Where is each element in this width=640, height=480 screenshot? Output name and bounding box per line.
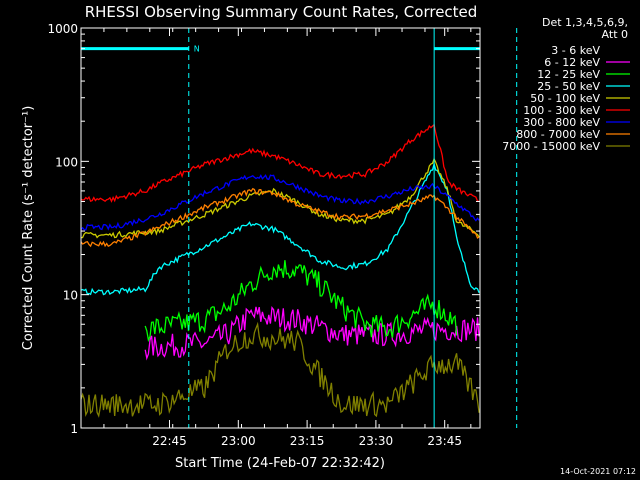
chart-title: RHESSI Observing Summary Count Rates, Co… [85, 3, 478, 21]
y-tick-label: 10 [63, 289, 78, 303]
legend-label: 800 - 7000 keV [516, 128, 600, 141]
series-7-line [81, 187, 480, 248]
series-0-line [112, 332, 480, 428]
y-tick-label: 1000 [47, 22, 78, 36]
series-5-line [81, 123, 480, 203]
legend-label: 12 - 25 keV [537, 68, 600, 81]
timestamp: 14-Oct-2021 07:12 [560, 467, 636, 476]
legend-header-line: Det 1,3,4,5,6,9, [542, 16, 628, 29]
legend-label: 25 - 50 keV [537, 80, 600, 93]
legend-label: 300 - 800 keV [523, 116, 600, 129]
x-tick-label: 23:00 [221, 434, 256, 448]
x-tick-label: 23:30 [359, 434, 394, 448]
y-axis: 1 10 100 1000 [47, 22, 480, 436]
flag-label: N [194, 45, 200, 54]
legend-label: 3 - 6 keV [551, 44, 600, 57]
series-1-line [144, 306, 480, 361]
series-2-line [144, 260, 458, 343]
state-bars: N [81, 45, 480, 54]
x-tick-label: 23:45 [427, 434, 462, 448]
x-tick-label: 22:45 [152, 434, 187, 448]
series-8-line [81, 321, 480, 418]
marker-lines [188, 28, 518, 428]
legend-label: 50 - 100 keV [530, 92, 600, 105]
series-6-line [81, 174, 480, 231]
x-axis-label: Start Time (24-Feb-07 22:32:42) [175, 456, 385, 471]
series-layer [81, 123, 480, 428]
y-tick-label: 100 [55, 155, 78, 169]
x-tick-label: 23:15 [290, 434, 325, 448]
y-tick-label: 1 [70, 422, 78, 436]
legend-label: 6 - 12 keV [544, 56, 600, 69]
legend-header-line: Att 0 [602, 28, 628, 41]
plot-frame [80, 27, 481, 429]
y-axis-label: Corrected Count Rate (s⁻¹ detector⁻¹) [21, 106, 36, 351]
legend-label: 100 - 300 keV [523, 104, 600, 117]
x-axis: 22:45 23:00 23:15 23:30 23:45 [103, 28, 472, 448]
legend-label: 7000 - 15000 keV [502, 140, 600, 153]
